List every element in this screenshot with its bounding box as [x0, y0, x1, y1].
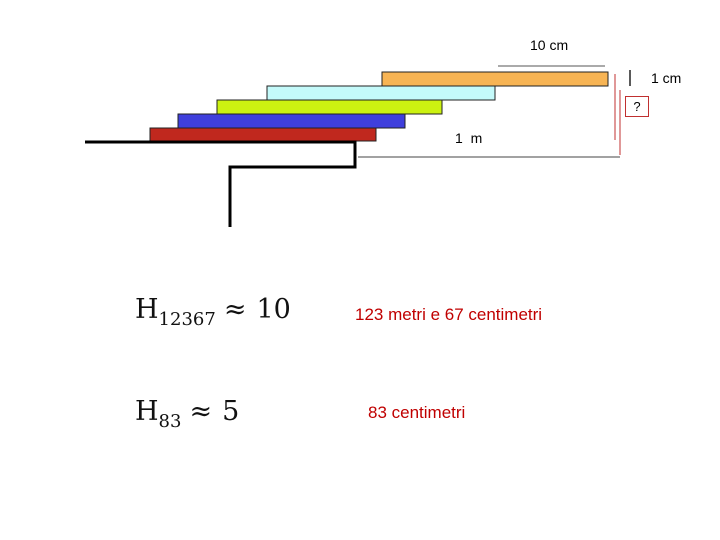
table-step-outline — [85, 140, 357, 227]
formula-value: 10 — [256, 294, 291, 325]
formula-subscript: 12367 — [158, 309, 216, 330]
block-lime — [216, 99, 443, 115]
block-blue — [177, 113, 406, 129]
block-orange — [381, 71, 609, 87]
formula-description-12367: 123 metri e 67 centimetri — [355, 305, 543, 324]
formula-symbol: H — [135, 396, 159, 427]
block-red — [149, 127, 377, 142]
ten-cm-label: 10 cm — [530, 37, 569, 53]
unknown-box-label: ? — [625, 96, 649, 117]
formula-harmonic-83: H83 ≈5 — [135, 396, 240, 432]
formula-value: 5 — [222, 396, 240, 427]
formula-harmonic-12367: H12367 ≈10 — [135, 294, 291, 330]
formula-relation: ≈ — [223, 294, 247, 325]
formula-description-83: 83 centimetri — [368, 403, 466, 422]
formula-symbol: H — [135, 294, 159, 325]
block-cyan — [266, 85, 496, 101]
one-cm-label: 1 cm — [651, 70, 682, 86]
formula-subscript: 83 — [158, 411, 182, 432]
one-m-label: 1 m — [455, 130, 485, 146]
formula-relation: ≈ — [189, 396, 213, 427]
